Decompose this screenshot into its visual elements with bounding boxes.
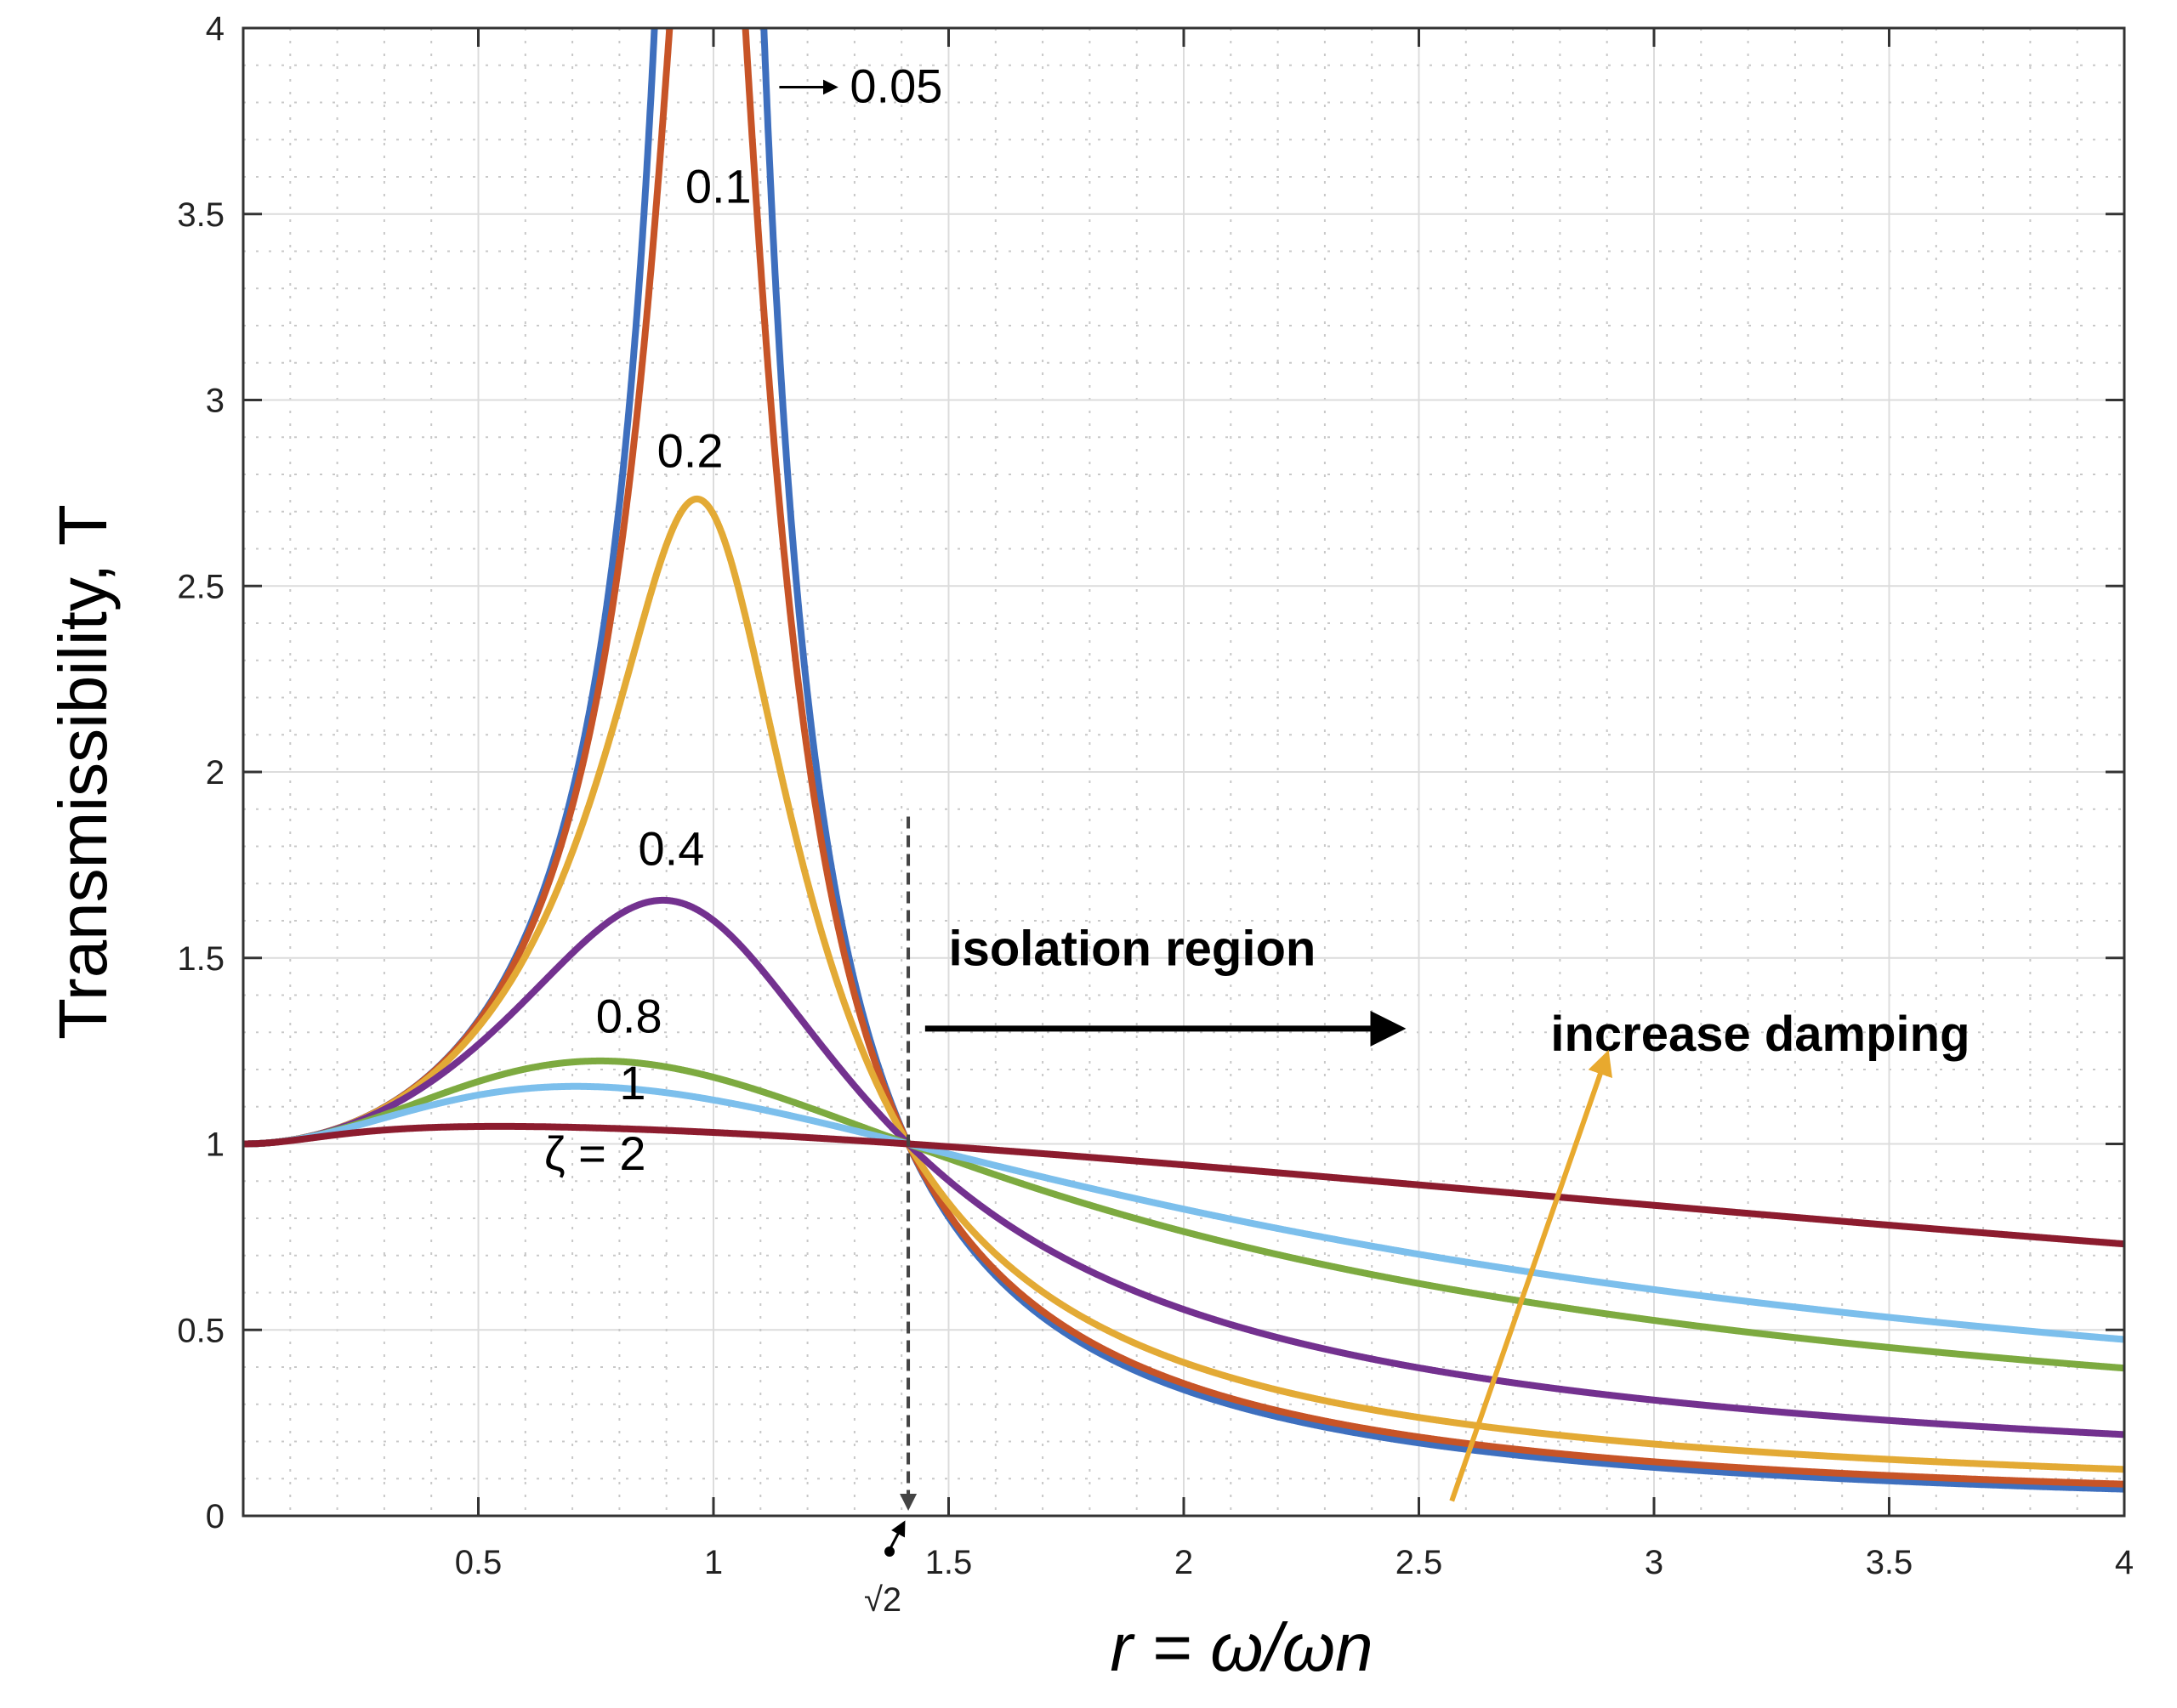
curve-label-zeta-0.4: 0.4 xyxy=(639,821,705,875)
curve-label-zeta-2: ζ = 2 xyxy=(544,1126,646,1180)
y-tick-label: 0 xyxy=(206,1498,225,1535)
curve-zeta-0.1 xyxy=(243,28,2124,1488)
sqrt2-pointer-arrow xyxy=(888,1520,906,1551)
increase-damping-arrow xyxy=(1449,1049,1612,1502)
isolation-region-label: isolation region xyxy=(949,922,1316,977)
x-tick-label: 2 xyxy=(1174,1544,1193,1581)
x-tick-label: 2.5 xyxy=(1395,1544,1443,1581)
y-axis-label: Transmissibility, T xyxy=(45,504,121,1040)
y-tick-label: 2.5 xyxy=(177,568,225,605)
x-tick-label: 3 xyxy=(1645,1544,1663,1581)
curve-label-zeta-0.2: 0.2 xyxy=(657,423,724,477)
curve-label-zeta-0.8: 0.8 xyxy=(596,989,662,1042)
x-tick-label: 1 xyxy=(704,1544,723,1581)
sqrt2-label: √2 xyxy=(864,1581,901,1619)
curve-zeta-0.2 xyxy=(243,495,2124,1473)
annotations: √2 isolation region increase damping xyxy=(779,79,1970,1619)
grid xyxy=(243,28,2124,1516)
y-tick-label: 3.5 xyxy=(177,196,225,234)
curve-label-zeta-1: 1 xyxy=(619,1056,645,1109)
y-tick-label: 0.5 xyxy=(177,1312,225,1349)
curve-zeta-0.8 xyxy=(243,1057,2124,1372)
y-tick-label: 2 xyxy=(206,754,225,792)
y-tick-label: 3 xyxy=(206,383,225,420)
curve-label-zeta-0.1: 0.1 xyxy=(685,160,752,213)
curve-label-zeta-0.05: 0.05 xyxy=(850,60,942,113)
curve-zeta-0.4 xyxy=(243,896,2124,1438)
y-tick-label: 4 xyxy=(206,10,225,48)
increase-damping-label: increase damping xyxy=(1550,1007,1970,1062)
x-tick-label: 0.5 xyxy=(455,1544,503,1581)
curves xyxy=(243,28,2124,1493)
curve-labels: 0.05 0.1 0.2 0.4 0.8 1 ζ = 2 xyxy=(544,60,942,1181)
x-tick-label: 3.5 xyxy=(1866,1544,1913,1581)
x-axis-label: r = ω/ωn xyxy=(1110,1609,1373,1685)
ticks: 0.5 1 1.5 2 2.5 3 3.5 4 0 0.5 1 1.5 2 2.5 3 3.5 4 xyxy=(177,10,2134,1581)
sqrt2-pointer-dot xyxy=(884,1546,895,1557)
plot-frame xyxy=(242,26,2126,1518)
x-tick-label: 1.5 xyxy=(925,1544,973,1581)
curve-zeta-1 xyxy=(243,1082,2124,1343)
curve-zeta-2 xyxy=(243,1122,2124,1248)
y-tick-label: 1 xyxy=(206,1126,225,1164)
y-tick-label: 1.5 xyxy=(177,940,225,978)
x-tick-label: 4 xyxy=(2115,1544,2134,1581)
